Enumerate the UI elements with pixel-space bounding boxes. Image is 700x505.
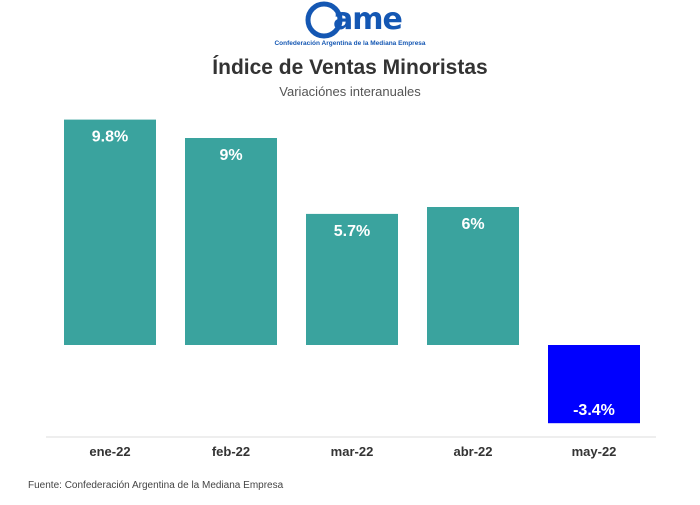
chart-title: Índice de Ventas Minoristas — [212, 56, 488, 79]
ticks-layer: ene-22 feb-22 mar-22 abr-22 may-22 — [89, 444, 616, 459]
data-label-abr-22: 6% — [461, 216, 484, 233]
bar-mar-22 — [306, 213, 398, 345]
x-tick-ene-22: ene-22 — [89, 444, 130, 459]
bars-layer: 9.8% 9% 5.7% 6% -3.4% — [64, 119, 640, 424]
data-label-feb-22: 9% — [219, 147, 242, 164]
logo-subtitle: Confederación Argentina de la Mediana Em… — [274, 40, 426, 47]
came-logo: Came Confederación Argentina de la Media… — [0, 0, 700, 52]
chart-subtitle: Variaciónes interanuales — [279, 84, 421, 99]
bar-ene-22 — [64, 119, 156, 345]
bar-feb-22 — [185, 138, 277, 345]
bar-abr-22 — [427, 207, 519, 345]
data-label-ene-22: 9.8% — [92, 129, 128, 146]
logo-wordmark: Came — [333, 2, 403, 37]
x-tick-abr-22: abr-22 — [453, 444, 492, 459]
came-logo-ring-icon — [305, 1, 343, 39]
data-label-may-22: -3.4% — [573, 402, 615, 419]
x-tick-feb-22: feb-22 — [212, 444, 250, 459]
bar-may-22 — [548, 345, 640, 424]
x-tick-mar-22: mar-22 — [331, 444, 374, 459]
data-label-mar-22: 5.7% — [334, 223, 370, 240]
x-tick-may-22: may-22 — [572, 444, 617, 459]
source-note: Fuente: Confederación Argentina de la Me… — [28, 480, 284, 491]
